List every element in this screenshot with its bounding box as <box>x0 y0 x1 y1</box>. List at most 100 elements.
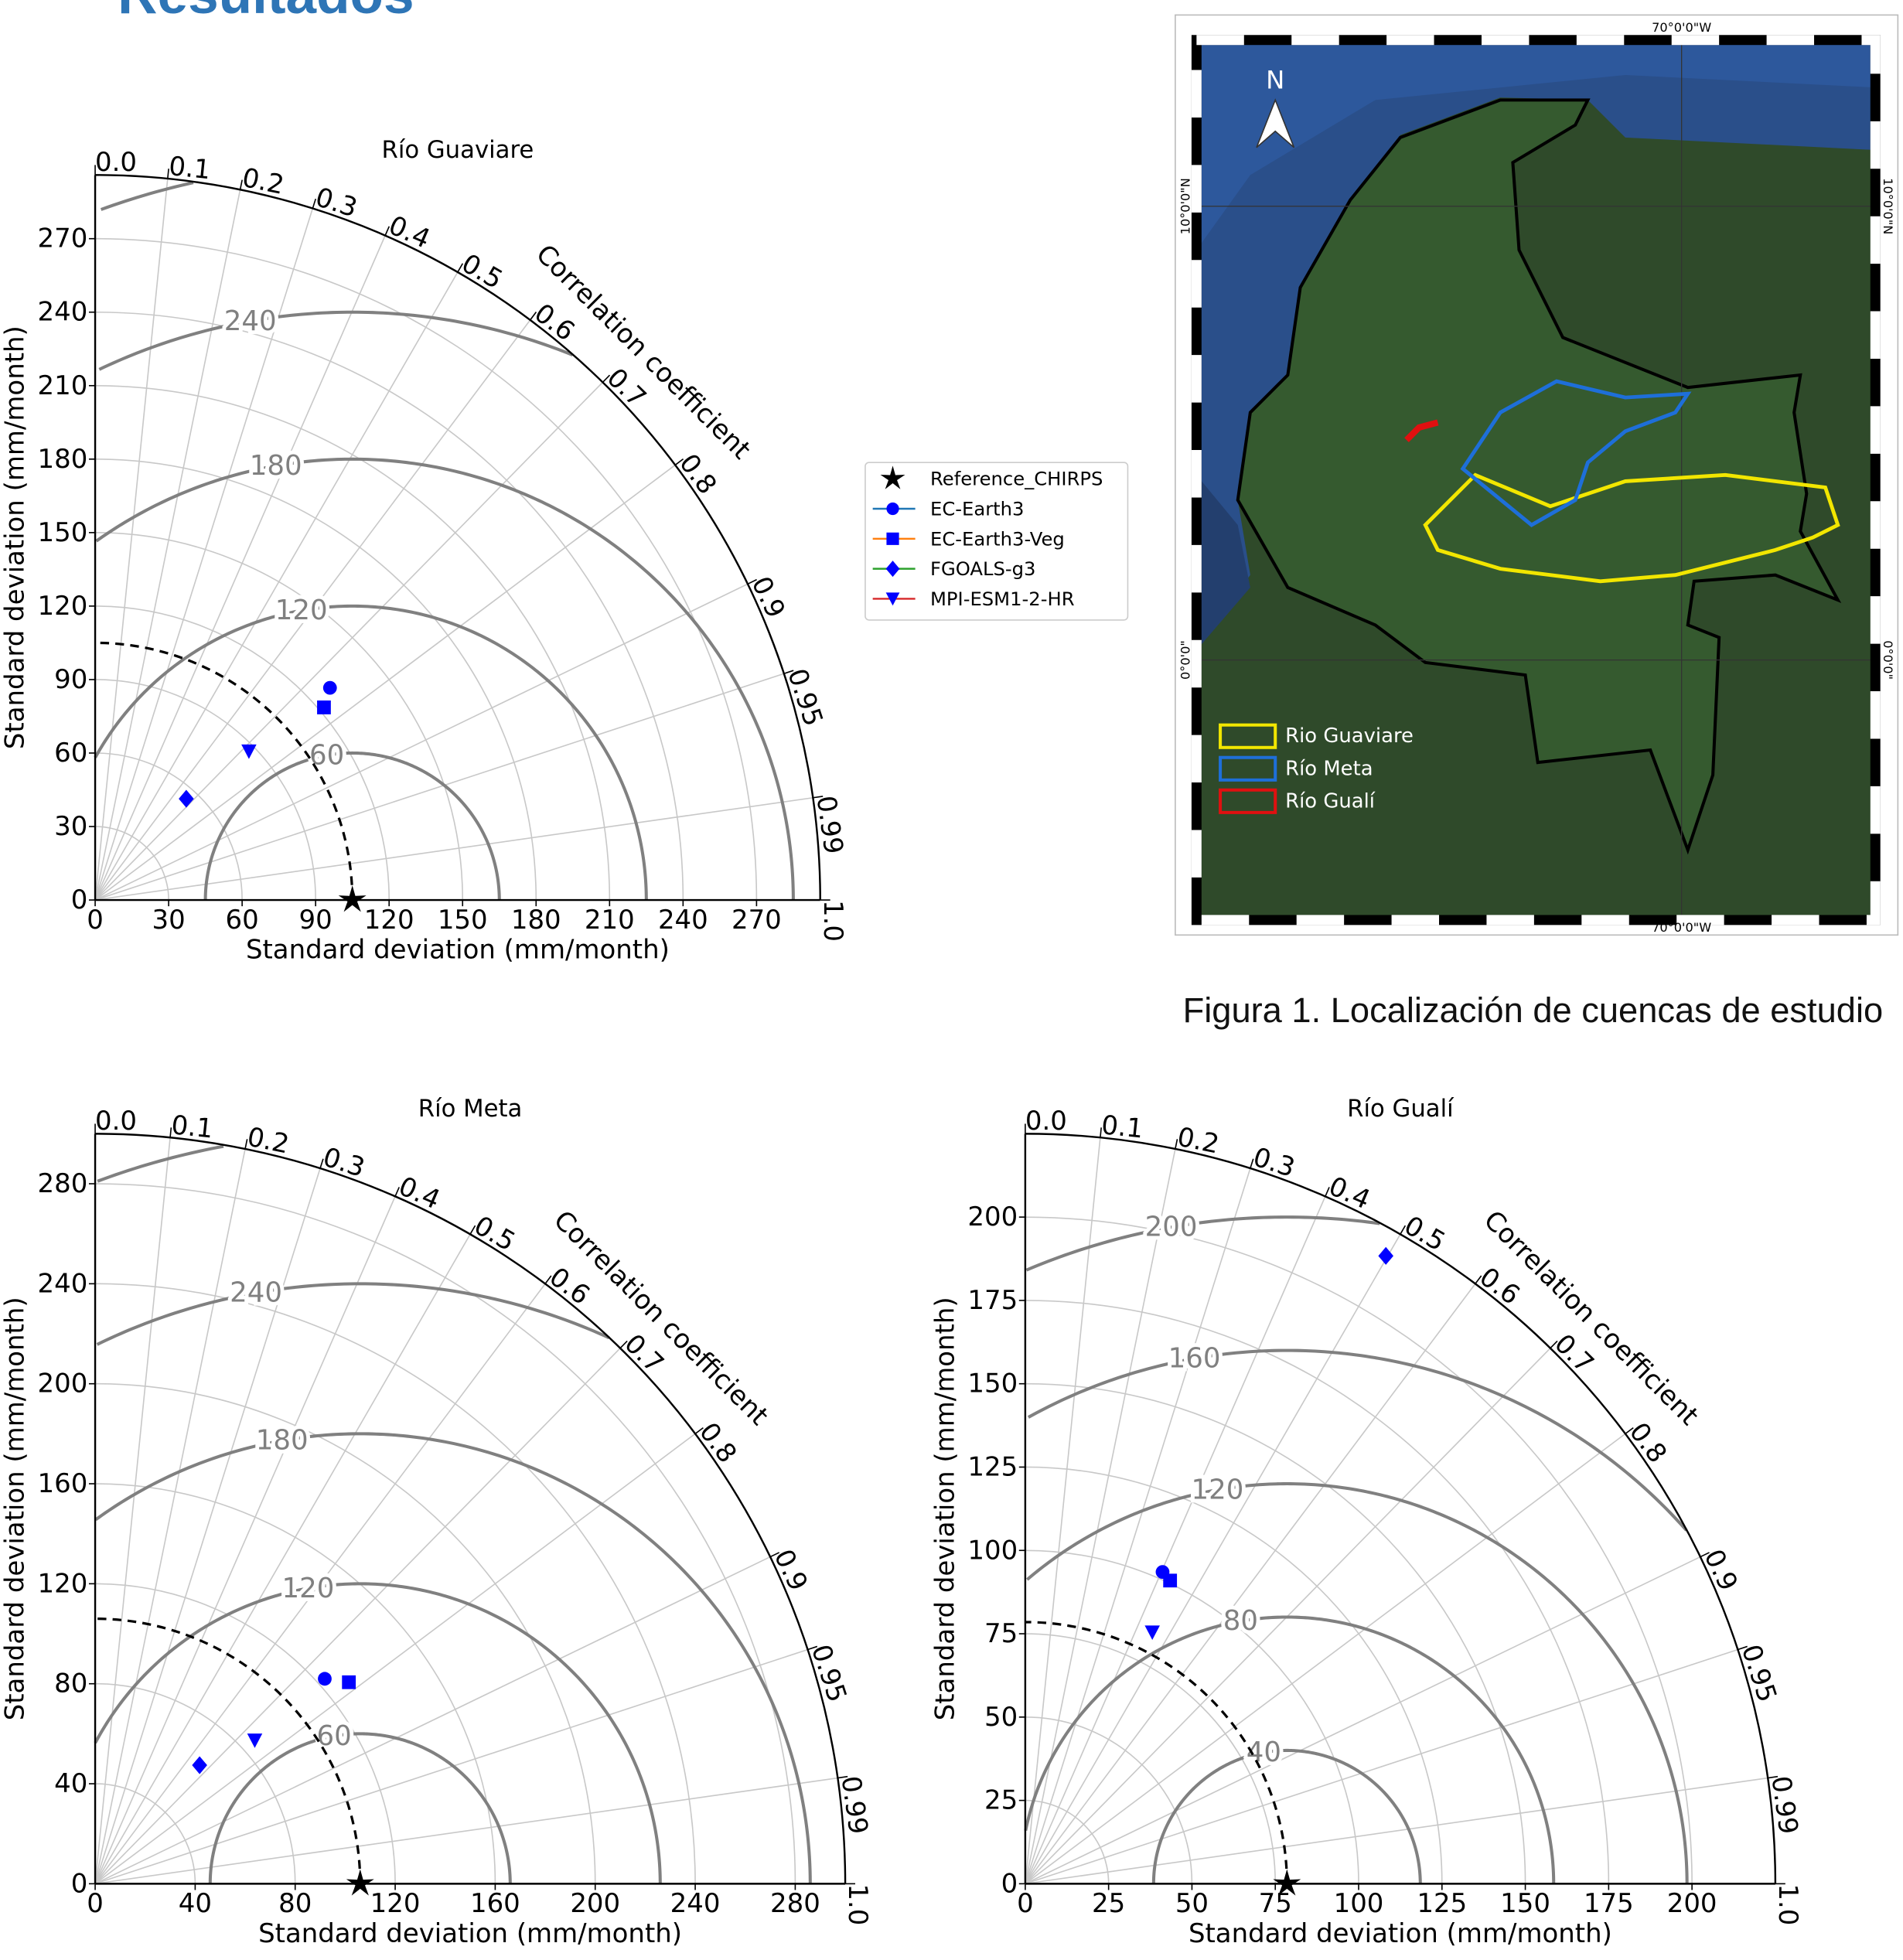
grid-spoke <box>95 1557 770 1884</box>
rms-label: 120 <box>275 595 328 626</box>
chart-title: Río Gualí <box>1347 1095 1455 1123</box>
outer-arc <box>95 1133 845 1883</box>
y-tick-label: 200 <box>967 1202 1018 1232</box>
corr-tick-label: 0.9 <box>768 1545 814 1596</box>
model-point <box>323 681 337 695</box>
y-tick-label: 100 <box>967 1535 1018 1566</box>
corr-tick-label: 1.0 <box>817 900 848 942</box>
x-tick-label: 100 <box>1334 1888 1384 1919</box>
grid-spoke <box>95 1778 837 1884</box>
grid-arc <box>95 1283 695 1883</box>
rms-contour <box>1027 1484 1686 1883</box>
grid-spoke <box>95 1149 245 1883</box>
y-tick-label: 40 <box>54 1768 87 1799</box>
legend: Reference_CHIRPSEC-Earth3EC-Earth3-VegFG… <box>865 462 1128 620</box>
corr-tick-label: 0.4 <box>1324 1171 1374 1215</box>
page-title: Resultados <box>118 0 414 26</box>
rms-contour <box>101 182 193 210</box>
outer-arc <box>1025 1133 1775 1883</box>
x-tick-label: 200 <box>1667 1888 1717 1919</box>
rms-label: 180 <box>256 1425 309 1457</box>
grid-arc <box>95 239 756 900</box>
grid-spoke <box>1025 1168 1250 1883</box>
corr-tick-label: 0.95 <box>805 1641 853 1706</box>
x-tick-label: 150 <box>438 905 488 936</box>
y-tick-label: 180 <box>38 444 88 475</box>
rms-contour <box>96 1433 810 1883</box>
corr-tick-label: 0.95 <box>781 665 829 730</box>
y-tick-label: 240 <box>38 297 88 328</box>
x-axis-label: Standard deviation (mm/month) <box>1189 1918 1612 1949</box>
y-tick-label: 0 <box>1001 1868 1018 1899</box>
x-tick-label: 120 <box>364 905 414 936</box>
x-tick-label: 210 <box>585 905 635 936</box>
y-tick-label: 150 <box>38 517 88 548</box>
rms-label: 160 <box>1168 1343 1221 1375</box>
corr-tick-label: 0.5 <box>469 1210 520 1258</box>
legend-marker <box>886 503 899 515</box>
x-tick-label: 240 <box>670 1888 721 1919</box>
corr-tick-label: 0.0 <box>1025 1106 1067 1137</box>
grid-spoke <box>95 798 813 900</box>
rms-label: 200 <box>1145 1212 1198 1243</box>
corr-tick-label: 0.3 <box>319 1142 368 1184</box>
grid-spoke <box>1025 1433 1625 1883</box>
grid-spoke <box>95 179 168 900</box>
corr-tick-label: 1.0 <box>842 1883 873 1925</box>
x-tick-label: 240 <box>658 905 708 936</box>
x-tick-label: 60 <box>226 905 259 936</box>
lat-label: 10°0'0"N <box>1178 178 1192 234</box>
x-tick-label: 180 <box>511 905 561 936</box>
grid-arc <box>1025 1467 1442 1883</box>
y-tick-label: 200 <box>38 1369 88 1399</box>
map-figure: N 70°0'0"W 70°0'0"W 10°0'0"N 10°0'0"N 0°… <box>1175 15 1898 935</box>
grid-spoke <box>95 1168 320 1883</box>
grid-spoke <box>1025 1557 1700 1884</box>
legend-label: EC-Earth3-Veg <box>930 527 1065 550</box>
model-point <box>241 745 257 759</box>
corr-tick-label: 0.4 <box>394 1171 445 1215</box>
x-tick-label: 75 <box>1259 1888 1292 1919</box>
grid-arc <box>1025 1300 1608 1883</box>
y-axis-label: Standard deviation (mm/month) <box>0 326 31 749</box>
y-tick-label: 125 <box>967 1451 1018 1482</box>
x-tick-label: 200 <box>570 1888 620 1919</box>
corr-axis-label: Correlation coefficient <box>547 1205 774 1431</box>
rms-contour <box>1026 1217 1380 1270</box>
legend-label: MPI-ESM1-2-HR <box>930 588 1075 610</box>
map-legend-label: Río Meta <box>1285 757 1373 780</box>
y-tick-label: 120 <box>38 591 88 622</box>
lon-label: 70°0'0"W <box>1652 20 1711 35</box>
grid-arc <box>95 312 683 900</box>
grid-arc <box>95 459 536 900</box>
grid-spoke <box>1025 1649 1738 1883</box>
x-tick-label: 175 <box>1584 1888 1634 1919</box>
grid-spoke <box>1025 1137 1100 1883</box>
corr-tick-label: 0.3 <box>1250 1142 1298 1184</box>
grid-arc <box>1025 1550 1359 1883</box>
y-tick-label: 60 <box>54 738 87 769</box>
corr-tick-label: 0.0 <box>95 147 137 178</box>
y-tick-label: 80 <box>54 1669 87 1699</box>
x-tick-label: 0 <box>1017 1888 1034 1919</box>
model-point <box>342 1675 356 1689</box>
corr-tick-label: 0.5 <box>1399 1210 1451 1258</box>
lat-label: 0°0'0" <box>1178 640 1192 680</box>
rms-label: 120 <box>281 1573 334 1604</box>
corr-tick-label: 0.8 <box>1623 1417 1673 1469</box>
corr-tick-label: 1.0 <box>1772 1883 1803 1925</box>
reference-point <box>339 885 367 912</box>
taylor-diagram: Río Gualí0025255050757510010012512515015… <box>929 1095 1803 1949</box>
rms-contour <box>97 1147 223 1181</box>
corr-tick-label: 0.0 <box>95 1106 137 1137</box>
page-canvas: Resultados N 70°0'0"W 70°0'0"W 10°0'0"N … <box>0 0 1903 1960</box>
rms-label: 240 <box>224 305 277 337</box>
lat-label: 0°0'0" <box>1881 640 1895 680</box>
map-legend-label: Río Gualí <box>1285 789 1376 813</box>
model-point <box>179 790 194 808</box>
y-tick-label: 175 <box>967 1285 1018 1316</box>
map-legend-label: Rio Guaviare <box>1285 724 1414 748</box>
y-tick-label: 240 <box>38 1268 88 1299</box>
rms-contour <box>99 312 572 370</box>
corr-tick-label: 0.5 <box>456 248 508 296</box>
